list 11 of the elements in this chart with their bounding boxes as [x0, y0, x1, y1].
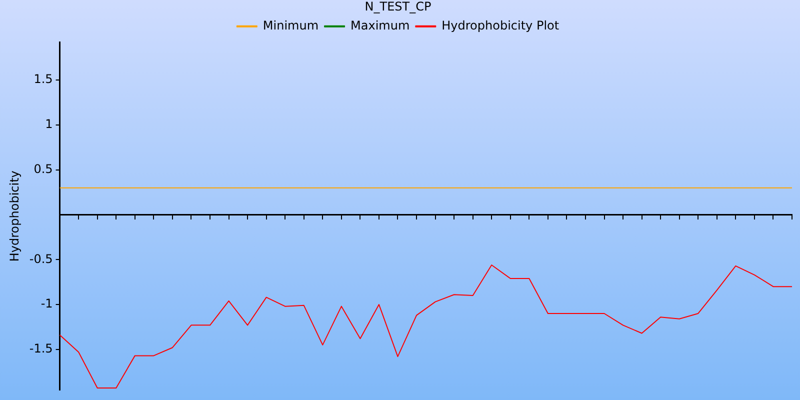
y-tick-label: -0.5 — [29, 252, 53, 266]
y-tick-label: -1 — [40, 296, 53, 311]
y-axis-title: Hydrophobicity — [7, 170, 22, 262]
legend-label: Hydrophobicity Plot — [442, 18, 560, 33]
y-tick-label: 1 — [45, 117, 53, 132]
legend-label: Minimum — [262, 18, 319, 33]
y-tick-label: 1.5 — [34, 72, 53, 86]
legend-label: Maximum — [350, 18, 410, 33]
y-tick-label: 0.5 — [34, 162, 53, 176]
y-tick-label: -1.5 — [29, 342, 53, 356]
chart-title: N_TEST_CP — [364, 0, 432, 14]
